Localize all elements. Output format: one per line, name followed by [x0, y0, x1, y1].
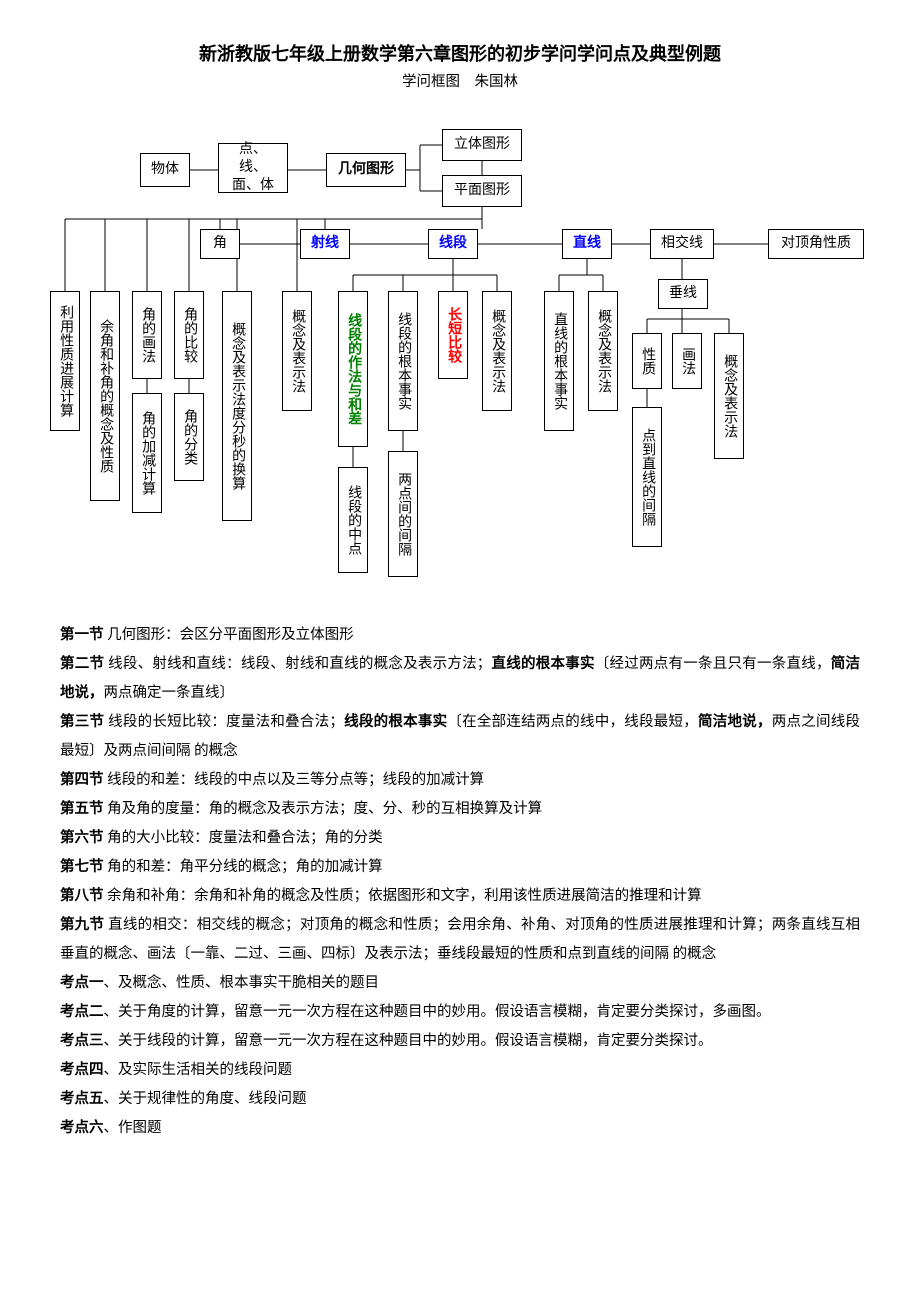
- node-jhtx: 几何图形: [326, 153, 406, 187]
- node-hf: 画法: [672, 333, 702, 389]
- section-item: 第一节 几何图形：会区分平面图形及立体图形: [60, 621, 860, 650]
- sections-container: 第一节 几何图形：会区分平面图形及立体图形第二节 线段、射线和直线：线段、射线和…: [50, 621, 870, 1143]
- section-item: 第九节 直线的相交：相交线的概念；对顶角的概念和性质；会用余角、补角、对顶角的性…: [60, 911, 860, 969]
- point-item: 考点三、关于线段的计算，留意一元一次方程在这种题目中的妙用。假设语言模糊，肯定要…: [60, 1027, 860, 1056]
- node-jdbj: 角的比较: [174, 291, 204, 379]
- node-gnjbsfdfmhs: 概念及表示法度分秒的换算: [222, 291, 252, 521]
- node-zxdg: 直线的根本事实: [544, 291, 574, 431]
- node-gnjbsf4: 概念及表示法: [588, 291, 618, 411]
- point-item: 考点五、关于规律性的角度、线段问题: [60, 1085, 860, 1114]
- page-subtitle: 学问框图 朱国林: [50, 70, 870, 91]
- point-item: 考点一、及概念、性质、根本事实干脆相关的题目: [60, 969, 860, 998]
- node-ldjdj: 两点间的间隔: [388, 451, 418, 577]
- node-xddg: 线段的根本事实: [388, 291, 418, 431]
- node-jdjjjs: 角的加减计算: [132, 393, 162, 513]
- node-dxmt: 点、线、 面、体: [218, 143, 288, 193]
- section-item: 第五节 角及角的度量：角的概念及表示方法；度、分、秒的互相换算及计算: [60, 795, 860, 824]
- node-xddzd: 线段的中点: [338, 467, 368, 573]
- node-xjx: 相交线: [650, 229, 714, 259]
- node-xianduan: 线段: [428, 229, 478, 259]
- section-item: 第四节 线段的和差：线段的中点以及三等分点等；线段的加减计算: [60, 766, 860, 795]
- node-gnjbsf5: 概念及表示法: [714, 333, 744, 459]
- section-item: 第八节 余角和补角：余角和补角的概念及性质；依据图形和文字，利用该性质进展简洁的…: [60, 882, 860, 911]
- page-title: 新浙教版七年级上册数学第六章图形的初步学问学问点及典型例题: [50, 40, 870, 66]
- node-jdfl: 角的分类: [174, 393, 204, 481]
- concept-diagram: 物体点、线、 面、体 几何图形 立体图形平面图形角 射线 线段 直线 相交线 对顶角性质利用性…: [50, 111, 870, 591]
- node-cx: 垂线: [658, 279, 708, 309]
- node-shexian: 射线: [300, 229, 350, 259]
- point-item: 考点六、作图题: [60, 1114, 860, 1143]
- point-item: 考点二、关于角度的计算，留意一元一次方程在这种题目中的妙用。假设语言模糊，肯定要…: [60, 998, 860, 1027]
- section-item: 第三节 线段的长短比较：度量法和叠合法；线段的根本事实〔在全部连结两点的线中，线…: [60, 708, 860, 766]
- node-ddzxdj: 点到直线的间隔: [632, 407, 662, 547]
- node-xz: 性质: [632, 333, 662, 389]
- section-item: 第二节 线段、射线和直线：线段、射线和直线的概念及表示方法；直线的根本事实〔经过…: [60, 650, 860, 708]
- node-ddjxz: 对顶角性质: [768, 229, 864, 259]
- node-jdhf: 角的画法: [132, 291, 162, 379]
- section-item: 第六节 角的大小比较：度量法和叠合法；角的分类: [60, 824, 860, 853]
- node-gnjbsf3: 概念及表示法: [482, 291, 512, 411]
- node-pmtx: 平面图形: [442, 175, 522, 207]
- node-xddzfyhc: 线段的作法与和差: [338, 291, 368, 447]
- section-item: 第七节 角的和差：角平分线的概念；角的加减计算: [60, 853, 860, 882]
- node-lyxzjzjs: 利用性质进展计算: [50, 291, 80, 431]
- node-cdbj: 长短比较: [438, 291, 468, 379]
- node-gnjbsf2: 概念及表示法: [282, 291, 312, 411]
- node-yjhbjgnxz: 余角和补角的概念及性质: [90, 291, 120, 501]
- node-jiao: 角: [200, 229, 240, 259]
- node-zhixian: 直线: [562, 229, 612, 259]
- node-lttx: 立体图形: [442, 129, 522, 161]
- point-item: 考点四、及实际生活相关的线段问题: [60, 1056, 860, 1085]
- node-wuti: 物体: [140, 153, 190, 187]
